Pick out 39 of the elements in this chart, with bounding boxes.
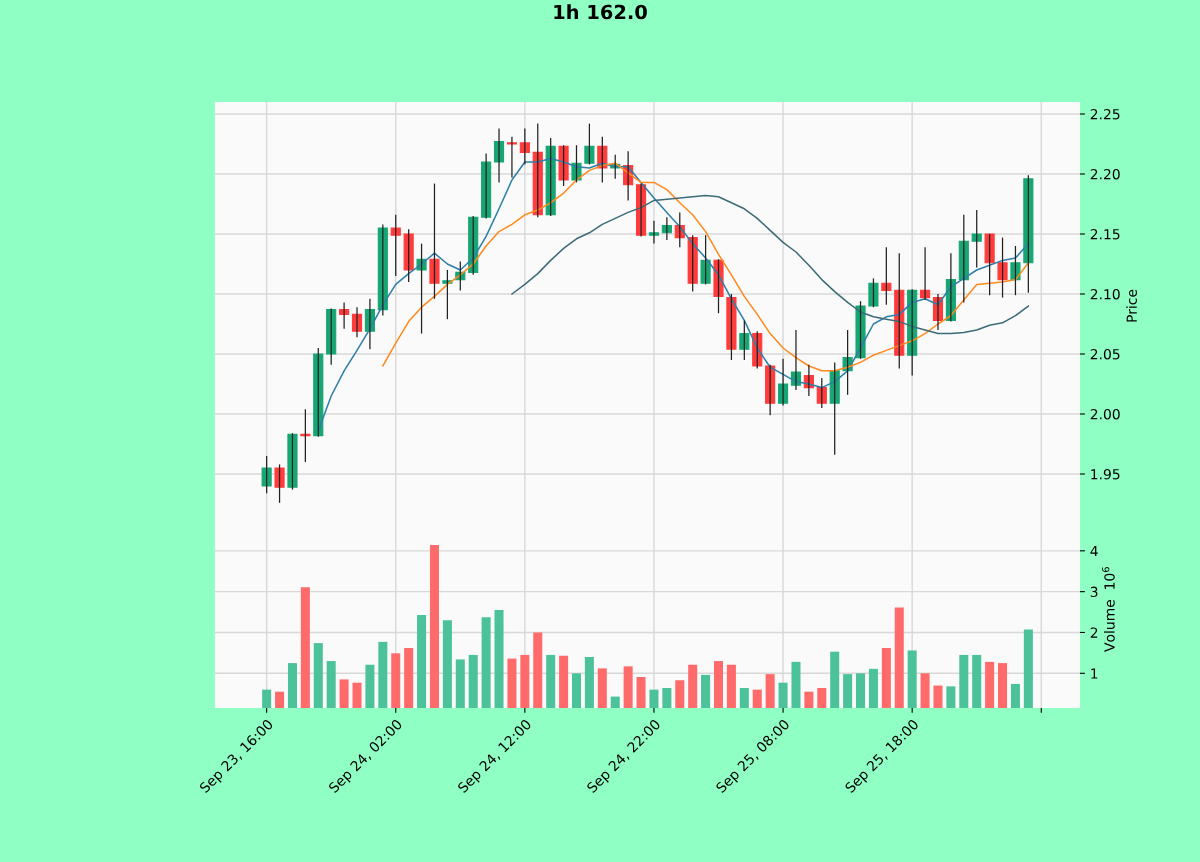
candlestick (648, 220, 660, 245)
candlestick (429, 182, 440, 300)
candlestick (868, 277, 879, 308)
candlestick (997, 236, 1008, 299)
candlestick (558, 144, 569, 187)
candlestick (584, 122, 595, 166)
candlestick (855, 300, 866, 360)
y-tick-label: 2.05 (1090, 348, 1120, 360)
candlestick (739, 319, 750, 361)
candlestick (274, 463, 285, 504)
candlestick (971, 209, 982, 269)
candlestick (881, 246, 892, 306)
y-tick-label: 1.95 (1091, 468, 1120, 480)
candlestick (700, 234, 711, 286)
y-tick-label: 3 (1090, 586, 1098, 598)
candlestick (506, 136, 518, 179)
candlestick (1010, 245, 1021, 296)
y-tick-label: 2.00 (1090, 408, 1120, 420)
line-series (511, 194, 1030, 335)
y-tick-label: 2.15 (1090, 228, 1120, 240)
y-tick-label: 2.10 (1090, 288, 1120, 300)
candlestick (287, 432, 298, 491)
chart-title: 1h 162.0 (554, 4, 647, 20)
candlestick (442, 269, 453, 320)
candlestick (984, 233, 995, 296)
candlestick (300, 408, 311, 463)
y-tick-label: 2.20 (1090, 168, 1120, 180)
candlestick (390, 214, 401, 277)
candlestick (1023, 174, 1034, 294)
candlestick (403, 228, 414, 283)
y-axis-title: Volume 10$^{6}$ (1102, 567, 1115, 652)
candlestick (326, 307, 337, 366)
y-tick-label: 2 (1090, 627, 1098, 638)
y-tick-label: 1 (1091, 668, 1098, 679)
y-axis-title: Price (1126, 289, 1137, 322)
y-tick-label: 4 (1090, 545, 1098, 557)
candlestick (261, 455, 272, 494)
y-tick-label: 2.25 (1090, 108, 1120, 120)
candlestick (726, 293, 737, 361)
